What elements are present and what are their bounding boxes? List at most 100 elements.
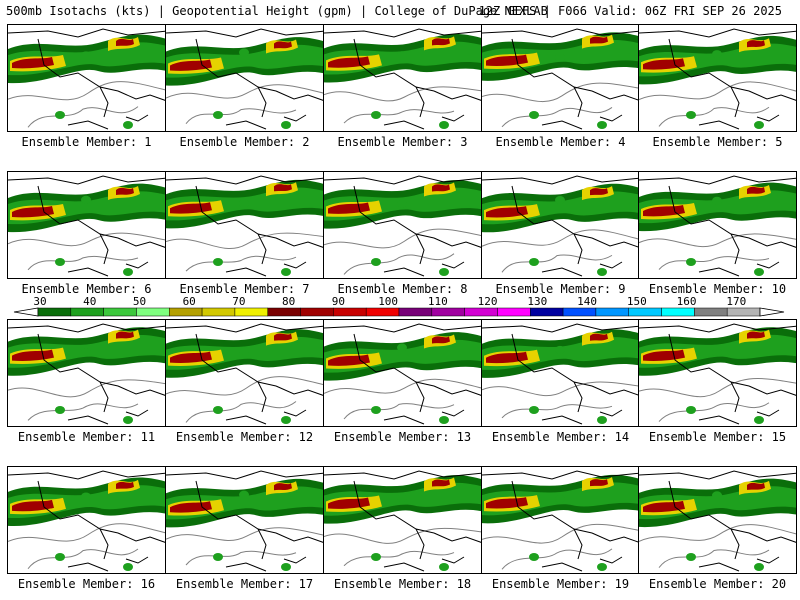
ensemble-member-map	[165, 319, 324, 427]
isotach-blob	[397, 51, 407, 60]
jet-core-red	[747, 482, 765, 490]
colorbar-swatch	[497, 307, 531, 317]
height-contour	[185, 401, 297, 423]
coastline	[482, 175, 639, 277]
isotach-blob	[555, 53, 565, 62]
isotach-blob	[55, 406, 65, 414]
isotach-blob	[397, 199, 407, 208]
ensemble-member-caption: Ensemble Member: 2	[179, 135, 310, 149]
isotach-blob	[81, 348, 91, 357]
colorbar-swatch	[464, 307, 498, 317]
coastline	[324, 28, 481, 130]
isotach-blob	[123, 563, 133, 571]
coastline	[639, 470, 796, 572]
height-contour	[501, 254, 613, 273]
coastline	[324, 470, 481, 572]
ensemble-member-map	[481, 466, 640, 574]
jet-core-red	[747, 331, 765, 339]
ensemble-member-map	[481, 24, 640, 132]
colorbar-tick-label: 30	[33, 295, 47, 308]
colorbar-swatch	[694, 307, 728, 317]
colorbar-tick-label: 70	[232, 295, 246, 308]
header-left-title: 500mb Isotachs (kts) | Geopotential Heig…	[6, 4, 548, 18]
jet-core-red	[116, 38, 134, 46]
map-graphic	[639, 28, 796, 130]
jet-core-red	[274, 333, 292, 341]
ensemble-member-caption: Ensemble Member: 11	[17, 430, 156, 444]
isotach-blob	[597, 121, 607, 129]
coastline	[166, 175, 323, 277]
ensemble-member-map	[323, 466, 482, 574]
height-contour	[639, 524, 796, 542]
colorbar-swatch	[661, 307, 695, 317]
isotach-blob	[123, 268, 133, 276]
colorbar-tick-label: 120	[477, 295, 498, 308]
map-graphic	[8, 175, 165, 277]
coastline	[482, 28, 639, 130]
map-graphic	[324, 28, 481, 130]
ensemble-member-map	[638, 466, 797, 574]
colorbar-swatch	[70, 307, 104, 317]
height-contour	[8, 379, 165, 398]
coastline	[8, 323, 165, 425]
isotach-blob	[597, 563, 607, 571]
height-contour	[639, 233, 796, 248]
colorbar-swatch	[398, 307, 433, 317]
coastline	[166, 323, 323, 425]
height-contour	[185, 255, 297, 272]
ensemble-member-map	[165, 24, 324, 132]
ensemble-member-map	[638, 24, 797, 132]
colorbar-swatch	[234, 307, 268, 317]
ensemble-member-caption: Ensemble Member: 7	[179, 282, 310, 296]
isotach-blob	[754, 416, 764, 424]
colorbar-swatch	[333, 307, 367, 317]
jet-core-red	[432, 38, 450, 46]
coastline	[639, 28, 796, 130]
ensemble-member-caption: Ensemble Member: 18	[333, 577, 472, 591]
colorbar-tick-label: 160	[676, 295, 697, 308]
isotach-blob	[371, 553, 381, 561]
ensemble-member-map	[165, 466, 324, 574]
colorbar-swatch	[365, 307, 400, 317]
coastline	[639, 175, 796, 277]
height-contour	[27, 403, 139, 421]
height-contour	[639, 81, 796, 100]
jet-core-red	[12, 57, 54, 69]
isotach-blob	[597, 416, 607, 424]
ensemble-member-caption: Ensemble Member: 1	[21, 135, 152, 149]
map-graphic	[639, 470, 796, 572]
jet-core-red	[170, 351, 212, 364]
height-contour	[501, 107, 613, 128]
ensemble-member-map	[323, 24, 482, 132]
jet-core-red	[747, 40, 765, 48]
map-graphic	[482, 323, 639, 425]
jet-core-red	[590, 36, 608, 44]
colorbar-tick-label: 40	[83, 295, 97, 308]
ensemble-member-map	[7, 171, 166, 279]
height-contour	[639, 378, 796, 398]
isotach-blob	[529, 553, 539, 561]
isotach-blob	[123, 121, 133, 129]
coastline	[639, 323, 796, 425]
height-contour	[343, 403, 455, 420]
map-graphic	[482, 470, 639, 572]
colorbar-tick-label: 110	[427, 295, 448, 308]
isotach-blob	[281, 563, 291, 571]
isotach-blob	[712, 196, 722, 205]
ensemble-member-map	[481, 319, 640, 427]
isotach-blob	[555, 495, 565, 504]
coastline	[8, 28, 165, 130]
isotach-blob	[754, 563, 764, 571]
height-contour	[482, 229, 639, 247]
isotach-blob	[555, 345, 565, 354]
isotach-blob	[439, 268, 449, 276]
ensemble-member-caption: Ensemble Member: 3	[337, 135, 468, 149]
isotach-blob	[371, 111, 381, 119]
isotach-blob	[239, 48, 249, 57]
map-graphic	[8, 28, 165, 130]
colorbar-tick-label: 130	[527, 295, 548, 308]
height-contour	[658, 402, 770, 422]
colorbar-swatch	[562, 307, 597, 317]
coastline	[166, 28, 323, 130]
height-contour	[27, 255, 139, 271]
